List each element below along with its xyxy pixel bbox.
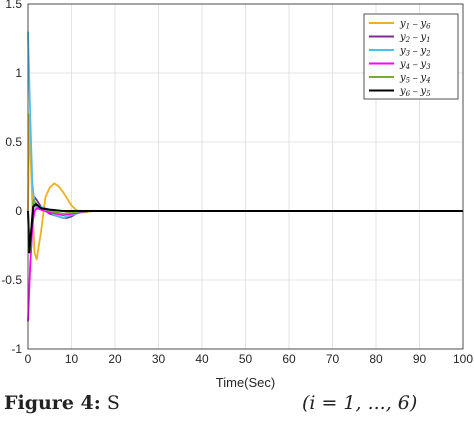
y-tick-label: 1 (15, 66, 22, 80)
y-tick-label: 1.5 (5, 0, 22, 11)
y-tick-label: 0.5 (5, 135, 22, 149)
x-axis-label: Time(Sec) (216, 375, 275, 390)
y-tick-label: 0 (15, 204, 22, 218)
legend-entry-2: y2 − y1 (399, 32, 431, 44)
plot-frame (27, 3, 464, 350)
x-tick-label: 60 (282, 352, 296, 366)
y-tick-label: -1 (11, 342, 22, 356)
x-tick-label: 0 (25, 352, 32, 366)
series-lines (27, 31, 463, 322)
x-tick-label: 80 (369, 352, 383, 366)
caption-tail: (i = 1, ..., 6) (301, 392, 418, 414)
x-tick-label: 90 (413, 352, 427, 366)
series-line-6 (27, 203, 463, 254)
legend-box (363, 13, 459, 100)
figure-caption: Figure 4: S (i = 1, ..., 6) (4, 392, 417, 414)
caption-label: Figure 4: (4, 392, 101, 414)
x-tick-label: 10 (65, 352, 79, 366)
y-tick-label: -0.5 (1, 273, 22, 287)
x-tick-labels: 0 10 20 30 40 50 60 70 80 90 100 (25, 352, 474, 366)
legend-entry-4: y4 − y3 (399, 59, 431, 71)
x-tick-label: 40 (195, 352, 209, 366)
legend-entry-6: y6 − y5 (399, 86, 431, 98)
x-tick-label: 50 (239, 352, 253, 366)
legend-entry-5: y5 − y4 (399, 73, 431, 85)
caption-text: S (106, 392, 120, 414)
legend-entry-1: y1 − y6 (399, 19, 431, 31)
chart: 0 10 20 30 40 50 60 70 80 90 100 -1 -0.5 0 0.5 1 1.5 Ti… (1, 0, 474, 390)
y-tick-labels: -1 -0.5 0 0.5 1 1.5 (1, 0, 22, 356)
x-tick-label: 70 (326, 352, 340, 366)
x-tick-label: 100 (453, 352, 473, 366)
legend-entry-3: y3 − y2 (399, 46, 431, 58)
x-tick-label: 30 (152, 352, 166, 366)
x-tick-label: 20 (108, 352, 122, 366)
